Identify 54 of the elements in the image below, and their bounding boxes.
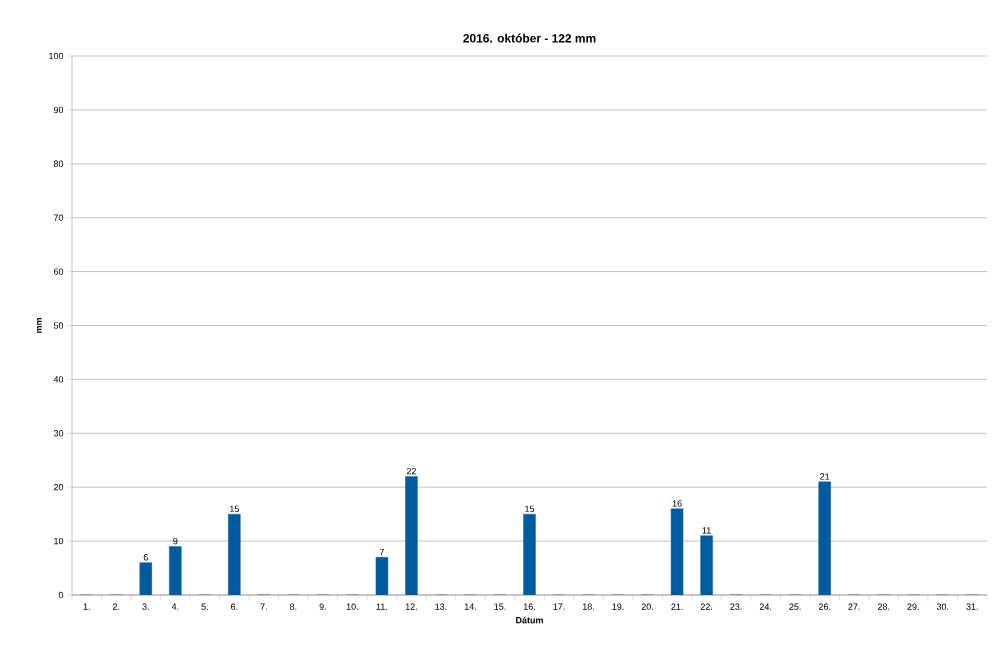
data-label: 16 [672,500,682,507]
x-tick-label: 21. [671,603,683,610]
x-tick-label: 11. [376,603,387,610]
x-tick-label: 14. [464,603,476,610]
data-label: 22 [406,467,416,475]
chart-title: 2016. október - 122 mm [463,33,596,43]
x-tick-label: 17. [553,603,565,610]
x-tick-label: 12. [405,603,417,610]
x-tick-label: 20. [641,603,653,610]
y-tick-label: 20 [53,484,64,491]
x-tick-label: 5. [201,603,208,610]
x-tick-label: 8. [290,603,297,610]
y-tick-label: 10 [54,537,64,545]
x-tick-label: 1. [83,603,90,610]
y-tick-label: 30 [53,430,64,437]
y-tick-label: 80 [53,160,64,167]
x-tick-label: 24. [759,603,772,610]
x-tick-label: 10. [346,603,358,610]
y-axis-title: mm [36,318,42,333]
x-tick-label: 19. [612,603,624,610]
y-tick-label: 40 [53,376,64,383]
x-tick-label: 4. [171,603,179,610]
data-label: 7 [379,548,384,556]
data-label: 6 [143,554,148,561]
x-tick-label: 29. [907,603,919,610]
x-tick-label: 3. [142,603,149,610]
x-tick-label: 6. [231,603,238,610]
y-tick-label: 100 [49,52,64,60]
x-tick-label: 27. [848,603,860,610]
x-tick-label: 26. [818,603,831,610]
x-tick-label: 30. [936,603,949,610]
data-label: 15 [230,505,239,512]
y-tick-label: 50 [53,322,64,329]
y-tick-label: 60 [53,268,64,275]
x-tick-label: 25. [789,603,801,610]
data-label: 9 [173,537,178,545]
y-tick-label: 70 [53,214,64,221]
x-axis-title: Dátum [516,616,543,624]
x-tick-label: 28. [877,603,890,610]
x-tick-label: 16. [523,603,535,610]
x-tick-label: 2. [112,603,120,610]
x-tick-label: 31. [966,603,978,610]
x-tick-label: 18. [582,603,594,610]
y-tick-label: 0 [58,591,64,599]
x-tick-label: 23. [730,603,742,610]
x-tick-label: 7. [260,603,267,610]
y-tick-label: 90 [53,106,64,114]
data-label: 21 [820,473,830,480]
data-label: 11 [702,527,711,534]
data-label: 15 [525,505,535,512]
x-tick-label: 13. [435,603,447,610]
x-tick-label: 15. [494,603,506,610]
x-tick-label: 22. [700,603,713,610]
x-tick-label: 9. [319,603,326,610]
